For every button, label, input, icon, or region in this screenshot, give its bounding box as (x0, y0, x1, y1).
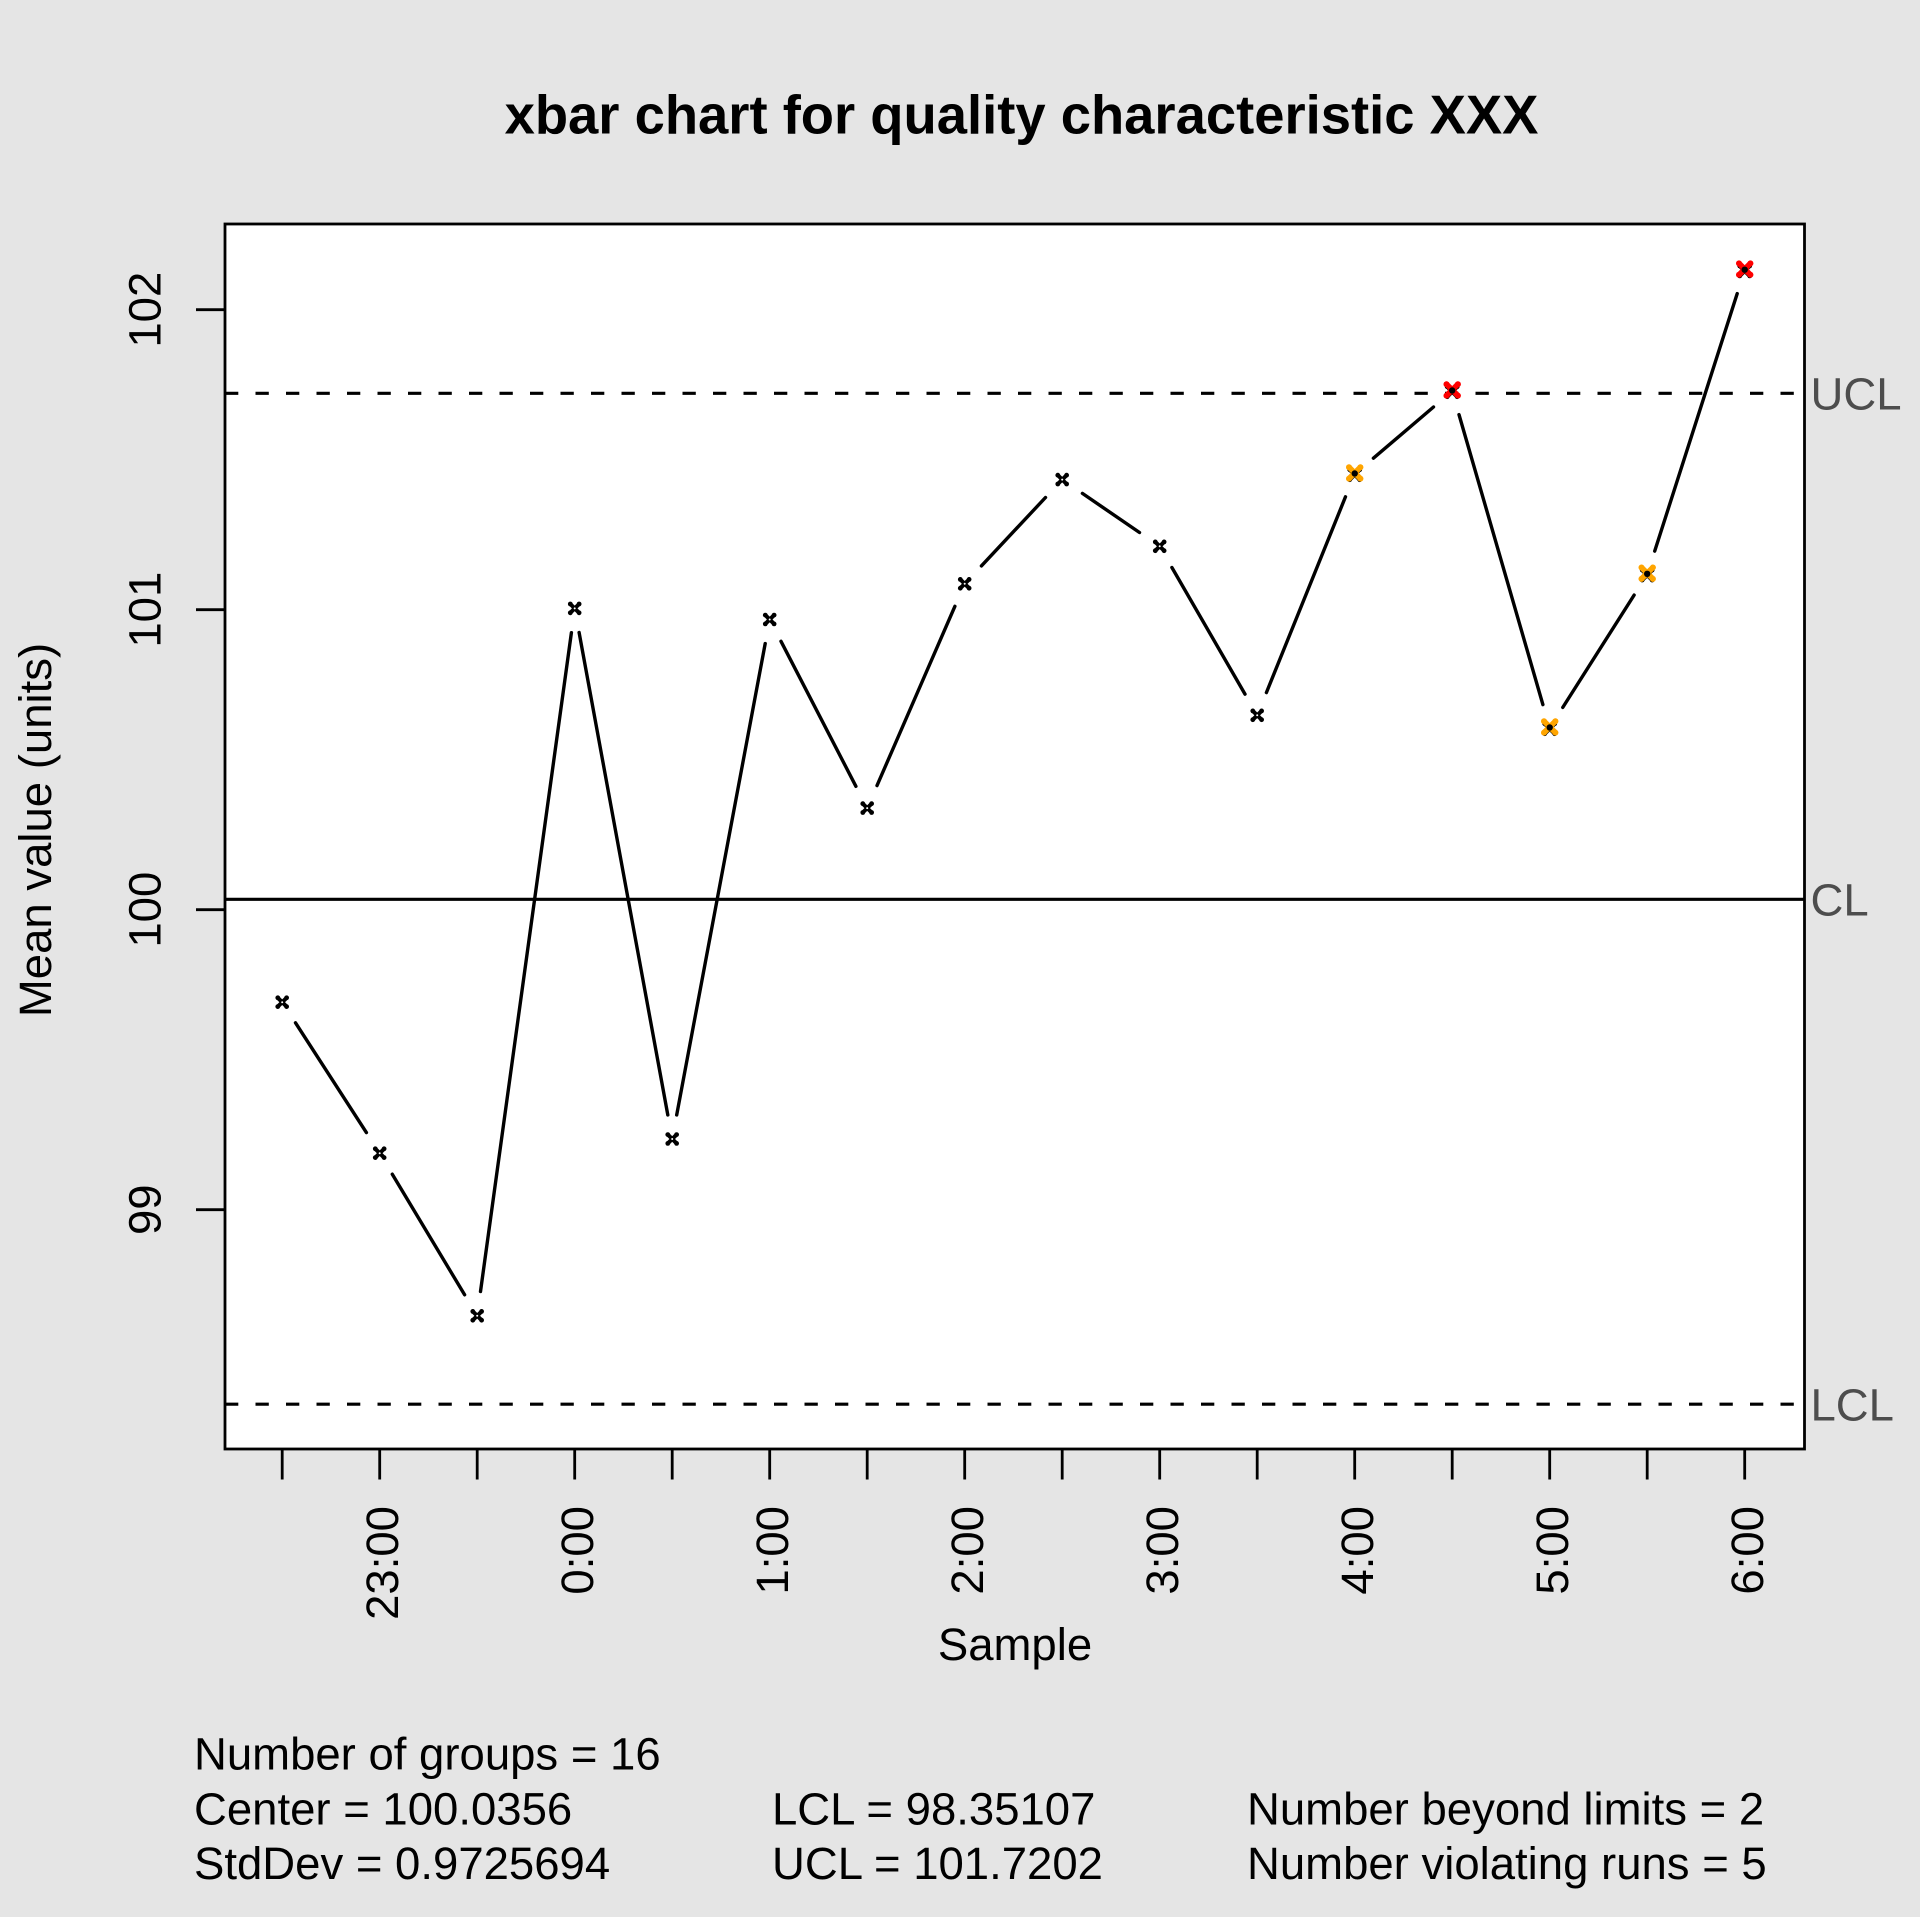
svg-text:Center = 100.0356: Center = 100.0356 (194, 1783, 572, 1834)
svg-text:UCL = 101.7202: UCL = 101.7202 (772, 1838, 1103, 1889)
svg-text:StdDev = 0.9725694: StdDev = 0.9725694 (194, 1838, 610, 1889)
svg-text:LCL: LCL (1811, 1380, 1894, 1431)
svg-text:Number beyond limits = 2: Number beyond limits = 2 (1247, 1783, 1764, 1834)
svg-text:101: 101 (120, 572, 171, 648)
svg-text:2:00: 2:00 (942, 1506, 993, 1595)
svg-text:LCL = 98.35107: LCL = 98.35107 (772, 1783, 1095, 1834)
svg-text:UCL: UCL (1811, 369, 1902, 420)
svg-text:100: 100 (120, 872, 171, 948)
svg-text:1:00: 1:00 (747, 1506, 798, 1595)
svg-text:5:00: 5:00 (1527, 1506, 1578, 1595)
svg-text:Mean value (units): Mean value (units) (10, 643, 61, 1017)
svg-text:xbar chart for quality charact: xbar chart for quality characteristic XX… (505, 85, 1539, 146)
svg-text:99: 99 (120, 1184, 171, 1235)
svg-text:4:00: 4:00 (1332, 1506, 1383, 1595)
svg-text:102: 102 (120, 272, 171, 348)
svg-text:0:00: 0:00 (552, 1506, 603, 1595)
svg-text:Number of groups = 16: Number of groups = 16 (194, 1729, 661, 1780)
svg-text:3:00: 3:00 (1137, 1506, 1188, 1595)
svg-text:Number violating runs = 5: Number violating runs = 5 (1247, 1838, 1767, 1889)
svg-text:23:00: 23:00 (357, 1506, 408, 1620)
svg-text:CL: CL (1811, 875, 1869, 926)
svg-text:6:00: 6:00 (1722, 1506, 1773, 1595)
svg-text:Sample: Sample (938, 1619, 1092, 1670)
